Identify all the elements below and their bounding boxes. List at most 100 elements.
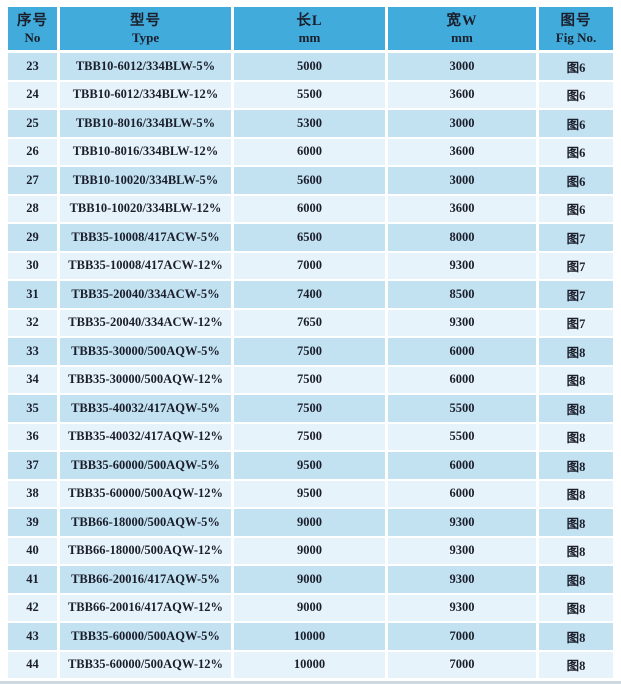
cell-length: 9000 — [234, 537, 388, 566]
cell-length: 7500 — [234, 366, 388, 395]
header-length-zh: 长L — [296, 12, 323, 29]
cell-fig: 图6 — [539, 167, 613, 196]
table-row: 30 TBB35-10008/417ACW-12% 7000 9300 图7 — [8, 252, 613, 281]
cell-type: TBB35-60000/500AQW-5% — [60, 452, 234, 481]
cell-fig: 图8 — [539, 366, 613, 395]
cell-fig: 图7 — [539, 224, 613, 253]
table-row: 44 TBB35-60000/500AQW-12% 10000 7000 图8 — [8, 651, 613, 680]
table-row: 27 TBB10-10020/334BLW-5% 5600 3000 图6 — [8, 167, 613, 196]
header-no-zh: 序号 — [17, 12, 48, 29]
table-row: 23 TBB10-6012/334BLW-5% 5000 3000 图6 — [8, 53, 613, 82]
cell-no: 44 — [8, 651, 60, 680]
cell-width: 5500 — [388, 395, 539, 424]
cell-no: 29 — [8, 224, 60, 253]
cell-fig: 图8 — [539, 395, 613, 424]
header-row: 序号 No 型号 Type 长L mm 宽W mm 图号 Fig No. — [8, 7, 613, 53]
cell-type: TBB35-10008/417ACW-5% — [60, 224, 234, 253]
cell-fig: 图8 — [539, 594, 613, 623]
cell-type: TBB10-8016/334BLW-12% — [60, 138, 234, 167]
cell-no: 28 — [8, 195, 60, 224]
table-row: 41 TBB66-20016/417AQW-5% 9000 9300 图8 — [8, 566, 613, 595]
header-type-zh: 型号 — [130, 12, 161, 29]
table-row: 37 TBB35-60000/500AQW-5% 9500 6000 图8 — [8, 452, 613, 481]
header-fig: 图号 Fig No. — [539, 7, 613, 53]
cell-no: 32 — [8, 309, 60, 338]
cell-type: TBB35-20040/334ACW-12% — [60, 309, 234, 338]
cell-length: 9500 — [234, 480, 388, 509]
cell-type: TBB35-10008/417ACW-12% — [60, 252, 234, 281]
header-no-en: No — [24, 29, 41, 45]
cell-no: 42 — [8, 594, 60, 623]
header-width-zh: 宽W — [446, 12, 478, 29]
table-row: 25 TBB10-8016/334BLW-5% 5300 3000 图6 — [8, 110, 613, 139]
header-type-en: Type — [131, 29, 160, 45]
cell-type: TBB35-30000/500AQW-5% — [60, 338, 234, 367]
cell-width: 9300 — [388, 537, 539, 566]
header-width: 宽W mm — [388, 7, 539, 53]
cell-length: 5600 — [234, 167, 388, 196]
cell-fig: 图8 — [539, 623, 613, 652]
header-length-en: mm — [298, 29, 321, 45]
cell-width: 9300 — [388, 566, 539, 595]
table-header: 序号 No 型号 Type 长L mm 宽W mm 图号 Fig No. — [8, 7, 613, 53]
cell-width: 9300 — [388, 594, 539, 623]
cell-no: 23 — [8, 53, 60, 82]
page-bottom-edge — [0, 681, 621, 684]
cell-width: 6000 — [388, 452, 539, 481]
cell-length: 7500 — [234, 423, 388, 452]
cell-fig: 图6 — [539, 53, 613, 82]
header-length: 长L mm — [234, 7, 388, 53]
cell-width: 3000 — [388, 110, 539, 139]
cell-fig: 图6 — [539, 110, 613, 139]
cell-width: 3600 — [388, 195, 539, 224]
cell-fig: 图6 — [539, 81, 613, 110]
spec-table-sheet: 序号 No 型号 Type 长L mm 宽W mm 图号 Fig No. — [8, 7, 613, 680]
table-row: 38 TBB35-60000/500AQW-12% 9500 6000 图8 — [8, 480, 613, 509]
cell-no: 37 — [8, 452, 60, 481]
cell-width: 3600 — [388, 138, 539, 167]
cell-length: 5000 — [234, 53, 388, 82]
cell-type: TBB35-60000/500AQW-12% — [60, 480, 234, 509]
table-row: 42 TBB66-20016/417AQW-12% 9000 9300 图8 — [8, 594, 613, 623]
cell-fig: 图6 — [539, 195, 613, 224]
cell-length: 10000 — [234, 623, 388, 652]
cell-fig: 图7 — [539, 309, 613, 338]
cell-type: TBB35-40032/417AQW-5% — [60, 395, 234, 424]
cell-length: 5500 — [234, 81, 388, 110]
cell-width: 8000 — [388, 224, 539, 253]
cell-type: TBB66-20016/417AQW-12% — [60, 594, 234, 623]
cell-length: 6000 — [234, 138, 388, 167]
cell-length: 7000 — [234, 252, 388, 281]
header-fig-en: Fig No. — [555, 29, 597, 45]
cell-no: 39 — [8, 509, 60, 538]
cell-fig: 图8 — [539, 423, 613, 452]
cell-width: 9300 — [388, 309, 539, 338]
cell-type: TBB35-30000/500AQW-12% — [60, 366, 234, 395]
cell-no: 25 — [8, 110, 60, 139]
cell-type: TBB35-20040/334ACW-5% — [60, 281, 234, 310]
cell-type: TBB10-10020/334BLW-12% — [60, 195, 234, 224]
cell-width: 5500 — [388, 423, 539, 452]
cell-type: TBB35-40032/417AQW-12% — [60, 423, 234, 452]
cell-type: TBB35-60000/500AQW-5% — [60, 623, 234, 652]
cell-length: 7400 — [234, 281, 388, 310]
cell-no: 27 — [8, 167, 60, 196]
cell-length: 7650 — [234, 309, 388, 338]
header-no: 序号 No — [8, 7, 60, 53]
cell-type: TBB10-6012/334BLW-5% — [60, 53, 234, 82]
cell-length: 9500 — [234, 452, 388, 481]
cell-fig: 图7 — [539, 252, 613, 281]
cell-width: 3600 — [388, 81, 539, 110]
cell-length: 5300 — [234, 110, 388, 139]
cell-length: 6000 — [234, 195, 388, 224]
cell-width: 9300 — [388, 252, 539, 281]
cell-fig: 图8 — [539, 651, 613, 680]
table-row: 34 TBB35-30000/500AQW-12% 7500 6000 图8 — [8, 366, 613, 395]
cell-length: 9000 — [234, 509, 388, 538]
spec-table: 序号 No 型号 Type 长L mm 宽W mm 图号 Fig No. — [8, 7, 613, 680]
cell-fig: 图8 — [539, 338, 613, 367]
table-row: 39 TBB66-18000/500AQW-5% 9000 9300 图8 — [8, 509, 613, 538]
cell-no: 34 — [8, 366, 60, 395]
cell-width: 3000 — [388, 167, 539, 196]
header-fig-zh: 图号 — [560, 12, 592, 29]
